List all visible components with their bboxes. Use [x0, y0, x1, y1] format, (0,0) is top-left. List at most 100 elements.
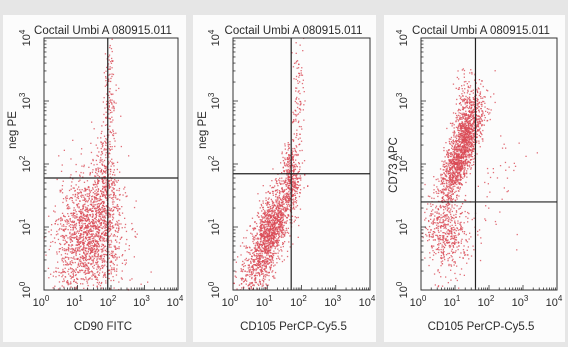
data-point	[292, 174, 295, 177]
data-point	[93, 128, 95, 130]
data-point	[283, 194, 285, 196]
data-point	[295, 118, 297, 120]
data-point	[281, 255, 283, 257]
data-point	[87, 205, 89, 207]
data-point	[63, 278, 65, 280]
data-point	[248, 264, 250, 266]
data-point	[117, 231, 119, 233]
data-point	[459, 175, 461, 177]
data-point	[274, 211, 276, 213]
data-point	[69, 275, 71, 277]
data-point	[62, 224, 65, 226]
data-point	[447, 155, 449, 157]
data-point	[79, 250, 81, 252]
data-point	[103, 170, 105, 172]
data-point	[123, 259, 126, 261]
data-point	[90, 233, 92, 236]
data-point	[98, 220, 100, 223]
data-point	[263, 259, 265, 262]
data-point	[87, 272, 89, 274]
data-point	[88, 236, 90, 238]
data-point	[101, 178, 103, 180]
data-point	[453, 152, 455, 154]
data-point	[484, 96, 486, 98]
data-point	[271, 234, 273, 237]
data-point	[258, 200, 261, 202]
data-point	[303, 160, 306, 162]
data-point	[298, 90, 300, 92]
data-point	[292, 180, 295, 182]
data-point	[92, 224, 95, 226]
data-point	[82, 243, 84, 245]
data-point	[58, 274, 60, 277]
data-point	[440, 173, 442, 175]
data-point	[253, 279, 256, 281]
data-point	[84, 194, 87, 196]
data-point	[104, 224, 106, 227]
data-point	[288, 177, 290, 179]
data-point	[106, 186, 108, 188]
data-point	[64, 219, 66, 222]
data-point	[101, 153, 104, 155]
data-point	[449, 160, 452, 162]
data-point	[96, 207, 98, 210]
data-point	[292, 167, 294, 169]
data-point	[259, 258, 262, 260]
data-point	[241, 287, 243, 289]
data-point	[78, 224, 81, 227]
data-point	[281, 226, 283, 228]
data-point	[113, 255, 116, 257]
data-point	[103, 176, 105, 178]
data-point	[286, 200, 288, 202]
data-point	[435, 178, 437, 181]
data-point	[471, 164, 473, 166]
data-point	[63, 249, 65, 252]
data-point	[448, 182, 450, 184]
data-point	[253, 275, 256, 277]
data-point	[278, 233, 280, 236]
data-point	[87, 250, 89, 252]
data-point	[111, 60, 113, 62]
data-point	[72, 252, 75, 254]
data-point	[104, 264, 106, 266]
data-point	[72, 272, 74, 274]
data-point	[257, 260, 259, 263]
data-point	[111, 201, 114, 203]
data-point	[253, 264, 255, 266]
data-point	[285, 183, 287, 186]
data-point	[105, 210, 107, 212]
data-point	[81, 222, 83, 224]
data-point	[256, 244, 258, 246]
data-point	[79, 256, 81, 258]
data-point	[115, 274, 118, 276]
data-point	[92, 246, 95, 248]
data-point	[114, 253, 116, 255]
data-point	[297, 187, 299, 189]
data-point	[271, 257, 273, 259]
data-point	[73, 209, 75, 211]
data-point	[69, 176, 71, 178]
data-point	[80, 192, 82, 194]
data-point	[260, 215, 263, 217]
data-point	[261, 237, 263, 239]
data-point	[103, 265, 105, 267]
data-point	[286, 196, 288, 198]
data-point	[293, 171, 295, 173]
data-point	[76, 213, 78, 215]
data-point	[89, 172, 91, 174]
data-point	[79, 236, 81, 239]
data-point	[464, 169, 466, 171]
data-point	[101, 168, 103, 171]
data-point	[80, 225, 83, 227]
data-point	[114, 174, 116, 176]
data-point	[449, 168, 451, 170]
data-point	[67, 237, 69, 239]
data-point	[267, 252, 269, 254]
data-point	[116, 270, 118, 272]
data-point	[102, 231, 104, 233]
data-point	[59, 189, 61, 191]
data-point	[101, 195, 104, 197]
data-point	[289, 204, 291, 206]
data-point	[267, 191, 269, 193]
